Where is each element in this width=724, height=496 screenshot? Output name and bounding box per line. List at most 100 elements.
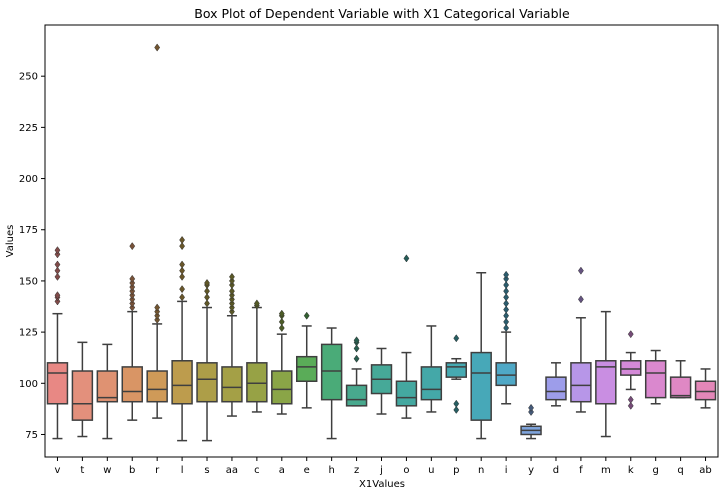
x-tick-label-g: g	[653, 465, 659, 476]
outlier-c	[253, 299, 260, 308]
outlier-z	[353, 344, 360, 353]
outlier-v	[54, 272, 61, 281]
x-tick-label-f: f	[579, 465, 583, 476]
outlier-l	[179, 235, 186, 245]
x-tick-label-e: e	[304, 465, 310, 476]
outlier-r	[154, 43, 161, 52]
x-tick-label-aa: aa	[226, 465, 238, 476]
y-axis-label: Values	[5, 225, 16, 258]
outlier-aa	[229, 307, 235, 316]
outlier-s	[204, 293, 210, 302]
outlier-p	[453, 405, 460, 414]
x-tick-label-ab: ab	[699, 465, 711, 476]
outlier-v	[54, 246, 61, 255]
outlier-aa	[229, 272, 235, 281]
chart-title: Box Plot of Dependent Variable with X1 C…	[194, 6, 570, 21]
box-k	[620, 360, 642, 376]
y-tick-label: 225	[19, 123, 38, 134]
outlier-v	[54, 291, 61, 300]
x-tick-label-j: j	[379, 465, 383, 476]
outlier-b	[129, 299, 136, 308]
outlier-aa	[229, 291, 235, 300]
outlier-z	[353, 354, 360, 363]
y-tick-label: 175	[19, 225, 38, 236]
plot-frame	[44, 24, 719, 458]
outlier-b	[129, 274, 136, 283]
outlier-e	[303, 311, 310, 320]
x-tick-label-t: t	[80, 465, 84, 476]
outlier-i	[503, 280, 510, 290]
box-o	[395, 380, 418, 407]
outlier-b	[129, 242, 136, 251]
outlier-k	[627, 395, 634, 404]
box-p	[445, 362, 467, 378]
x-tick-label-y: y	[528, 465, 534, 476]
outlier-i	[503, 270, 510, 279]
box-i	[495, 362, 517, 387]
outlier-b	[129, 291, 136, 300]
outlier-i	[503, 299, 510, 308]
outlier-l	[179, 293, 186, 302]
box-d	[545, 376, 567, 401]
plot-area: 75 100 125 150 175 200 225 250 v t w b r l s aa c a e h z j o u…	[19, 43, 717, 476]
outlier-r	[154, 311, 161, 320]
outlier-r	[154, 303, 161, 312]
box-b	[121, 366, 143, 403]
outlier-aa	[229, 276, 235, 285]
box-a	[271, 370, 293, 405]
outlier-b	[129, 303, 136, 312]
x-tick-label-b: b	[129, 465, 135, 476]
outlier-l	[179, 285, 186, 294]
x-tick-label-u: u	[428, 465, 434, 476]
y-tick-label: 150	[19, 276, 38, 287]
x-tick-label-c: c	[254, 465, 260, 476]
box-m	[595, 360, 617, 405]
box-v	[46, 362, 69, 405]
outlier-v	[54, 260, 61, 269]
outlier-a	[278, 309, 285, 318]
outlier-p	[453, 399, 460, 408]
box-f	[570, 362, 592, 403]
box-z	[345, 384, 368, 407]
outlier-y	[528, 407, 534, 416]
outlier-l	[179, 260, 186, 269]
outlier-a	[278, 317, 285, 326]
x-tick-label-q: q	[677, 465, 683, 476]
x-tick-label-l: l	[181, 465, 184, 476]
x-tick-label-i: i	[505, 465, 508, 476]
outlier-f	[577, 295, 584, 304]
outlier-f	[577, 266, 584, 275]
x-tick-label-n: n	[478, 465, 484, 476]
x-tick-label-a: a	[279, 465, 285, 476]
x-tick-label-r: r	[155, 465, 160, 476]
x-tick-label-p: p	[453, 465, 459, 476]
outlier-a	[278, 323, 285, 333]
y-tick-label: 200	[19, 174, 38, 185]
box-ab	[694, 380, 717, 401]
y-tick-label: 75	[25, 430, 38, 441]
box-u	[420, 366, 443, 401]
box-aa	[221, 366, 243, 403]
outlier-k	[627, 401, 634, 410]
box-g	[644, 360, 667, 399]
x-tick-label-k: k	[628, 465, 634, 476]
outlier-b	[129, 278, 136, 287]
outlier-p	[453, 334, 460, 343]
box-h	[320, 343, 343, 401]
box-q	[669, 376, 692, 399]
outlier-b	[129, 283, 136, 292]
outlier-aa	[229, 280, 235, 290]
outlier-i	[503, 305, 510, 314]
outlier-o	[403, 254, 410, 263]
box-w	[96, 370, 119, 403]
outlier-v	[54, 297, 61, 306]
x-tick-label-s: s	[204, 465, 209, 476]
x-tick-label-d: d	[553, 465, 559, 476]
outlier-aa	[229, 287, 235, 296]
outlier-r	[154, 307, 161, 316]
x-tick-label-h: h	[328, 465, 334, 476]
x-tick-label-o: o	[403, 465, 409, 476]
outlier-l	[179, 266, 186, 275]
outlier-i	[503, 317, 510, 326]
